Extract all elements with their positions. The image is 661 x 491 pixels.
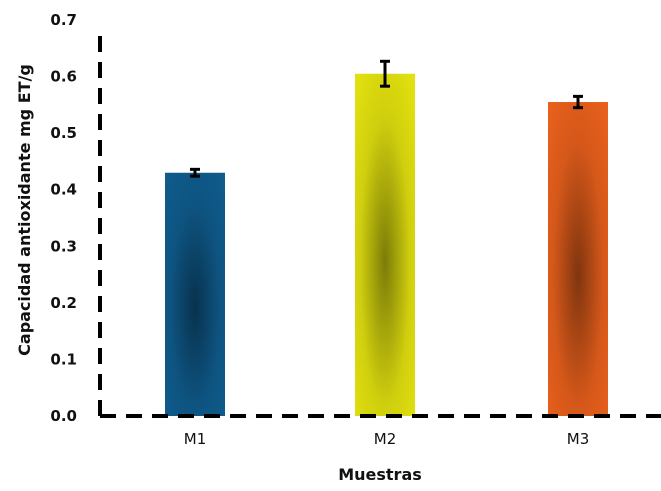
x-tick-labels: M1 M2 M3 xyxy=(184,430,590,448)
y-tick-label: 0.1 xyxy=(50,350,77,368)
y-tick-label: 0.6 xyxy=(50,68,77,86)
y-tick-label: 0.4 xyxy=(50,181,77,199)
x-tick-label: M2 xyxy=(374,430,397,448)
bar-m2 xyxy=(355,73,415,416)
y-tick-labels: 0.0 0.1 0.2 0.3 0.4 0.5 0.6 0.7 xyxy=(50,11,77,425)
error-bar-m1 xyxy=(190,167,200,178)
error-bars-layer xyxy=(190,59,583,178)
y-axis-title: Capacidad antioxidante mg ET/g xyxy=(15,64,34,356)
y-tick-label: 0.5 xyxy=(50,124,77,142)
bar-m3 xyxy=(548,102,608,417)
x-axis-title: Muestras xyxy=(338,465,422,484)
error-bar-m3 xyxy=(573,94,583,110)
bar-m1 xyxy=(165,172,225,416)
x-tick-label: M1 xyxy=(184,430,207,448)
error-bar-m2 xyxy=(380,59,390,88)
y-tick-label: 0.0 xyxy=(50,407,77,425)
y-tick-label: 0.7 xyxy=(50,11,77,29)
bars-layer xyxy=(165,73,608,417)
y-tick-label: 0.2 xyxy=(50,294,77,312)
y-tick-label: 0.3 xyxy=(50,237,77,255)
x-tick-label: M3 xyxy=(567,430,590,448)
